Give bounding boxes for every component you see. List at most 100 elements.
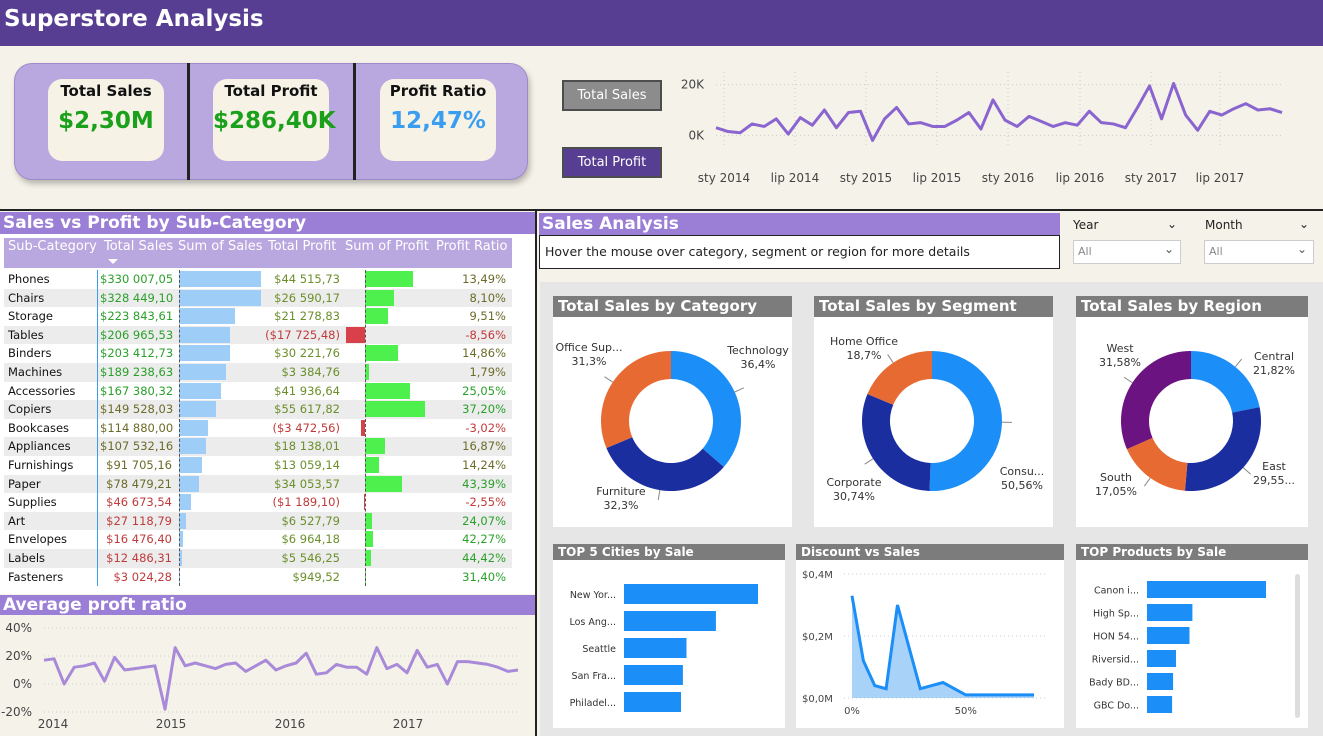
kpi-card-total-profit: Total Profit $286,40K — [213, 79, 336, 161]
table-cell: 24,07% — [462, 513, 506, 528]
column-header[interactable]: Profit Ratio — [436, 239, 508, 254]
bar — [1147, 627, 1190, 644]
table-cell: $206 965,53 — [100, 327, 174, 342]
table-row[interactable]: Bookcases $114 880,00 ($3 472,56) -3,02% — [4, 419, 512, 438]
column-header[interactable]: Sum of Profit — [345, 239, 429, 254]
table-row[interactable]: Chairs $328 449,10 $26 590,17 8,10% — [4, 288, 512, 308]
table-row[interactable]: Paper $78 479,21 $34 053,57 43,39% — [4, 474, 512, 494]
table-cell: Accessories — [8, 383, 76, 398]
table-cell: Tables — [8, 327, 44, 342]
table-row[interactable]: Labels $12 486,31 $5 546,25 44,42% — [4, 549, 512, 568]
sales-data-bar — [179, 438, 206, 455]
bar — [624, 665, 683, 685]
table-cell: $167 380,32 — [100, 383, 174, 398]
sales-data-bar — [179, 419, 208, 436]
column-header[interactable]: Sum of Sales — [178, 239, 263, 254]
y-tick-label: 20% — [5, 649, 32, 663]
y-tick-label: 40% — [5, 621, 32, 635]
table-row[interactable]: Storage $223 843,61 $21 278,83 9,51% — [4, 307, 512, 326]
table-cell: 44,42% — [462, 551, 506, 565]
table-row[interactable]: Tables $206 965,53 ($17 725,48) -8,56% — [4, 325, 512, 345]
leader-line — [657, 490, 661, 501]
table-row[interactable]: Appliances $107 532,16 $18 138,01 16,87% — [4, 437, 512, 456]
table-row[interactable]: Fasteners $3 024,28 $949,52 31,40% — [4, 568, 512, 587]
bar-category-label: Riversid... — [1092, 655, 1139, 666]
chevron-down-icon[interactable]: ⌄ — [1167, 217, 1178, 231]
total-profit-button[interactable]: Total Profit — [562, 147, 662, 178]
series-line — [850, 595, 1034, 697]
column-header[interactable]: Total Profit — [268, 239, 337, 254]
table-row[interactable]: Accessories $167 380,32 $41 936,64 25,05% — [4, 382, 512, 401]
bar-category-label: San Fra... — [572, 671, 616, 682]
sales-data-bar — [179, 550, 183, 566]
table-cell: 8,10% — [469, 290, 506, 305]
subcat-table: Sub-Category Total Sales Sum of Sales To… — [4, 238, 512, 588]
table-cell: Chairs — [8, 290, 45, 305]
x-tick-label: lip 2015 — [913, 171, 962, 185]
x-tick-label: 2016 — [275, 717, 306, 731]
x-tick-label: lip 2017 — [1196, 171, 1245, 185]
bar — [1147, 673, 1174, 690]
top-products-bar-chart[interactable]: Canon i... High Sp... HON 54... Riversid...… — [1076, 560, 1308, 728]
month-slicer-label: Month — [1205, 218, 1243, 232]
donut-slice — [862, 394, 931, 491]
slice-percent: 31,3% — [572, 355, 607, 368]
table-cell: $78 479,21 — [106, 476, 172, 491]
leader-line — [887, 354, 894, 364]
column-header[interactable]: Total Sales — [104, 239, 174, 254]
profit-data-bar — [361, 419, 365, 436]
chevron-down-icon[interactable]: ⌄ — [1299, 217, 1310, 231]
slice-label: Home Office — [830, 335, 898, 348]
sales-data-bar — [179, 401, 217, 418]
chevron-down-icon[interactable]: ⌄ — [1164, 242, 1175, 256]
column-header[interactable]: Sub-Category — [8, 239, 97, 254]
kpi-divider — [187, 63, 190, 180]
year-slicer-dropdown[interactable]: All — [1073, 240, 1181, 264]
table-row[interactable]: Machines $189 238,63 $3 384,76 1,79% — [4, 363, 512, 382]
sales-data-bar — [179, 308, 235, 325]
table-row[interactable]: Copiers $149 528,03 $55 617,82 37,20% — [4, 400, 512, 419]
bar — [1147, 696, 1173, 713]
total-sales-button[interactable]: Total Sales — [562, 80, 662, 111]
sales-data-bar — [179, 457, 202, 473]
top-cities-bar-chart[interactable]: New Yor... Los Ang... Seattle San Fra... Phi… — [553, 560, 785, 728]
chevron-down-icon[interactable]: ⌄ — [1297, 242, 1308, 256]
slice-percent: 18,7% — [847, 349, 882, 362]
table-cell: $203 412,73 — [100, 346, 174, 361]
table-cell: 13,49% — [462, 272, 506, 286]
table-cell: Storage — [8, 309, 53, 324]
leader-line — [604, 376, 614, 383]
bar-category-label: New Yor... — [570, 590, 616, 601]
table-row[interactable]: Envelopes $16 476,40 $6 964,18 42,27% — [4, 530, 512, 549]
year-slicer-value: All — [1078, 245, 1092, 258]
sales-data-bar — [179, 382, 221, 399]
sales-data-bar — [179, 326, 231, 343]
kpi-label: Total Sales — [60, 82, 152, 100]
y-tick-label: $0,0M — [802, 694, 833, 705]
x-tick-label: 2014 — [38, 717, 69, 731]
table-row[interactable]: Furnishings $91 705,16 $13 059,14 14,24% — [4, 456, 512, 475]
table-row[interactable]: Supplies $46 673,54 ($1 189,10) -2,55% — [4, 493, 512, 512]
table-row[interactable]: Phones $330 007,05 $44 515,73 13,49% — [4, 270, 512, 289]
table-cell: $3 024,28 — [113, 569, 172, 584]
header-bar — [0, 0, 1323, 46]
discount-vs-sales-chart[interactable]: $0,4M $0,2M $0,0M 0% 50% — [796, 560, 1064, 728]
scrollbar[interactable] — [1295, 574, 1300, 718]
table-cell: 1,79% — [469, 365, 506, 379]
y-tick-label: $0,2M — [802, 632, 833, 643]
table-cell: Binders — [8, 346, 52, 361]
month-slicer-dropdown[interactable]: All — [1204, 240, 1314, 264]
table-row[interactable]: Binders $203 412,73 $30 221,76 14,86% — [4, 344, 512, 363]
area-fill — [852, 595, 1034, 698]
table-cell: Fasteners — [8, 569, 64, 584]
table-row[interactable]: Art $27 118,79 $6 527,79 24,07% — [4, 511, 512, 531]
slice-percent: 32,3% — [604, 499, 639, 512]
profit-data-bar — [365, 289, 394, 306]
leader-line — [734, 387, 745, 393]
sort-desc-icon[interactable] — [108, 259, 118, 264]
slice-percent: 29,55... — [1253, 474, 1295, 487]
kpi-value: $286,40K — [213, 108, 336, 134]
